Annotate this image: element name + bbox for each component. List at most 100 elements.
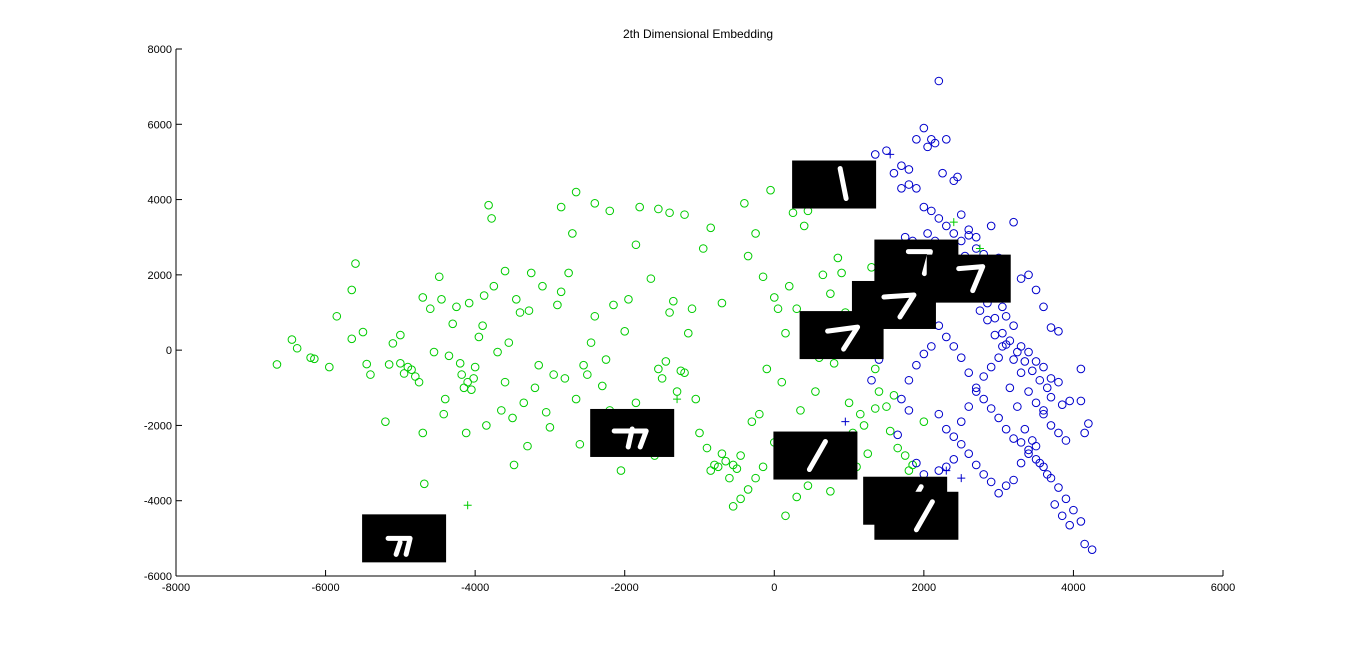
scatter-point [530,383,540,393]
scatter-point [474,332,484,342]
scatter-point [661,357,671,366]
scatter-point [534,360,544,370]
scatter-point [975,306,985,315]
scatter-point [994,488,1003,498]
digit-glyph [385,535,413,557]
scatter-point [964,449,974,458]
digit-thumbnail [773,431,858,480]
scatter-point [469,374,478,383]
scatter-point [616,466,626,475]
scatter-point [927,206,936,216]
scatter-point [956,439,966,449]
thumbnail-background [926,254,1011,303]
scatter-point [930,138,940,148]
scatter-point [941,332,951,342]
scatter-point [889,391,899,400]
scatter-point [479,291,489,300]
scatter-point [384,360,394,369]
scatter-point [762,364,772,374]
scatter-point [654,364,663,374]
scatter-point [743,485,753,494]
scatter-point [568,229,577,238]
scatter-point [457,370,466,379]
scatter-point [998,302,1007,312]
scatter-point [979,394,988,404]
scatter-point [484,200,493,210]
x-tick-label: 2000 [912,582,936,594]
scatter-point [781,511,790,521]
thumbnail-background [792,160,877,209]
scatter-point [986,221,996,231]
scatter-point [885,426,895,436]
scatter-point [631,398,641,408]
scatter-point [1024,445,1033,455]
y-tick-label: 6000 [148,119,172,131]
plus-marker [673,395,682,404]
scatter-point [1020,357,1030,366]
scatter-point [837,268,846,278]
scatter-point [419,479,429,489]
scatter-point [934,409,944,419]
scatter-point [272,360,282,369]
scatter-point [306,353,315,362]
scatter-point [497,406,506,415]
scatter-point [941,135,951,144]
thumbnail-background [799,311,884,360]
scatter-point [904,406,914,415]
scatter-point [736,494,745,504]
scatter-point [444,351,454,361]
scatter-point [986,362,996,372]
scatter-point [1009,355,1018,364]
scatter-point [549,370,558,379]
scatter-point [418,428,428,438]
digit-glyph [611,426,649,450]
scatter-point [1039,362,1048,372]
scatter-point [983,315,992,325]
scatter-point [332,311,342,321]
scatter-point [1031,285,1041,295]
scatter-point [571,187,581,197]
digit-thumbnail [362,514,447,563]
scatter-point [509,460,519,470]
plus-marker [463,501,472,510]
scatter-point [713,462,723,472]
scatter-point [556,287,566,297]
scatter-point [1016,274,1026,283]
scatter-point [683,328,693,338]
digit-glyph [837,166,849,202]
scatter-point [904,180,914,189]
digit-thumbnail [851,280,936,329]
scatter-point [1027,436,1037,445]
scatter-point [1057,511,1067,521]
scatter-point [784,281,794,291]
scatter-point [964,225,974,234]
scatter-point [665,308,674,317]
scatter-point [717,449,727,458]
x-tick-label: 4000 [1061,582,1085,594]
scatter-point [979,372,988,381]
scatter-point [956,353,966,362]
scatter-point [680,210,689,219]
scatter-point [635,202,644,212]
scatter-point [467,385,476,394]
scatter-point [773,304,783,314]
scatter-point [657,374,667,383]
scatter-point [1046,421,1056,430]
y-tick-label: -6000 [144,571,172,583]
scatter-point [1005,336,1015,346]
scatter-point [1065,396,1074,406]
scatter-point [381,417,390,426]
scatter-point [665,208,674,218]
scatter-point [971,232,981,242]
scatter-point [897,161,906,170]
digit-glyph [881,292,917,320]
scatter-point [941,424,951,434]
scatter-point [1001,424,1011,434]
scatter-point [1076,517,1086,526]
scatter-point [553,300,562,310]
scatter-point [938,168,947,178]
scatter-point [287,335,297,344]
scatter-point [796,406,805,415]
scatter-point [870,404,880,413]
scatter-point [396,330,405,340]
